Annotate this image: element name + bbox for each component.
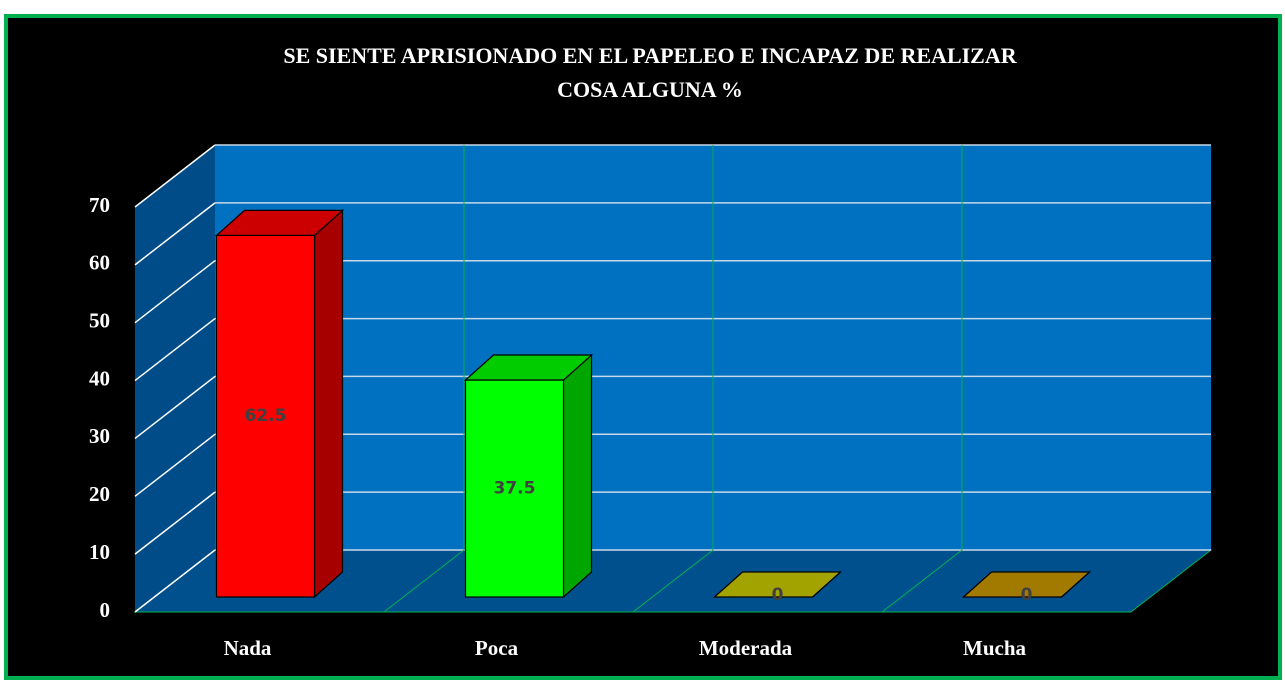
- bar-top: [214, 209, 345, 236]
- bar: [961, 571, 1092, 598]
- bar-front: [464, 379, 565, 598]
- bar-front: [215, 234, 316, 598]
- bar-top: [712, 571, 843, 598]
- y-tick-label: 30: [89, 424, 110, 448]
- bar: [463, 353, 594, 599]
- data-label: 0: [1021, 585, 1033, 605]
- grid-line: [134, 144, 216, 208]
- x-tick-label: Moderada: [699, 636, 793, 660]
- category-divider: [383, 549, 465, 613]
- grid-line: [134, 260, 216, 324]
- bar-top: [961, 571, 1092, 598]
- chart-title: SE SIENTE APRISIONADO EN EL PAPELEO E IN…: [283, 43, 1017, 68]
- grid-line: [134, 202, 216, 266]
- grid-line: [134, 375, 216, 440]
- data-label: 62.5: [245, 406, 287, 426]
- bar: [214, 209, 345, 599]
- y-tick-label: 0: [100, 598, 111, 622]
- y-tick-label: 70: [89, 193, 110, 217]
- grid-line: [134, 317, 216, 382]
- grid-line: [134, 549, 216, 613]
- bar: [712, 571, 843, 598]
- data-label: 37.5: [494, 479, 536, 499]
- x-tick-label: Mucha: [963, 636, 1027, 660]
- y-tick-label: 10: [89, 540, 110, 564]
- y-tick-label: 20: [89, 482, 110, 506]
- y-tick-label: 40: [89, 366, 110, 390]
- side-wall: [135, 145, 215, 612]
- bar-side: [562, 353, 593, 599]
- chart-title: COSA ALGUNA %: [557, 77, 743, 102]
- x-tick-label: Poca: [475, 636, 519, 660]
- data-label: 0: [772, 585, 784, 605]
- y-tick-label: 50: [89, 309, 110, 333]
- category-divider: [881, 549, 963, 613]
- bar-side: [313, 209, 344, 599]
- y-tick-label: 60: [89, 251, 110, 275]
- x-tick-label: Nada: [224, 636, 272, 660]
- bar-top: [463, 354, 594, 381]
- category-divider: [632, 549, 714, 613]
- grid-line: [134, 491, 216, 555]
- grid-line: [134, 433, 216, 497]
